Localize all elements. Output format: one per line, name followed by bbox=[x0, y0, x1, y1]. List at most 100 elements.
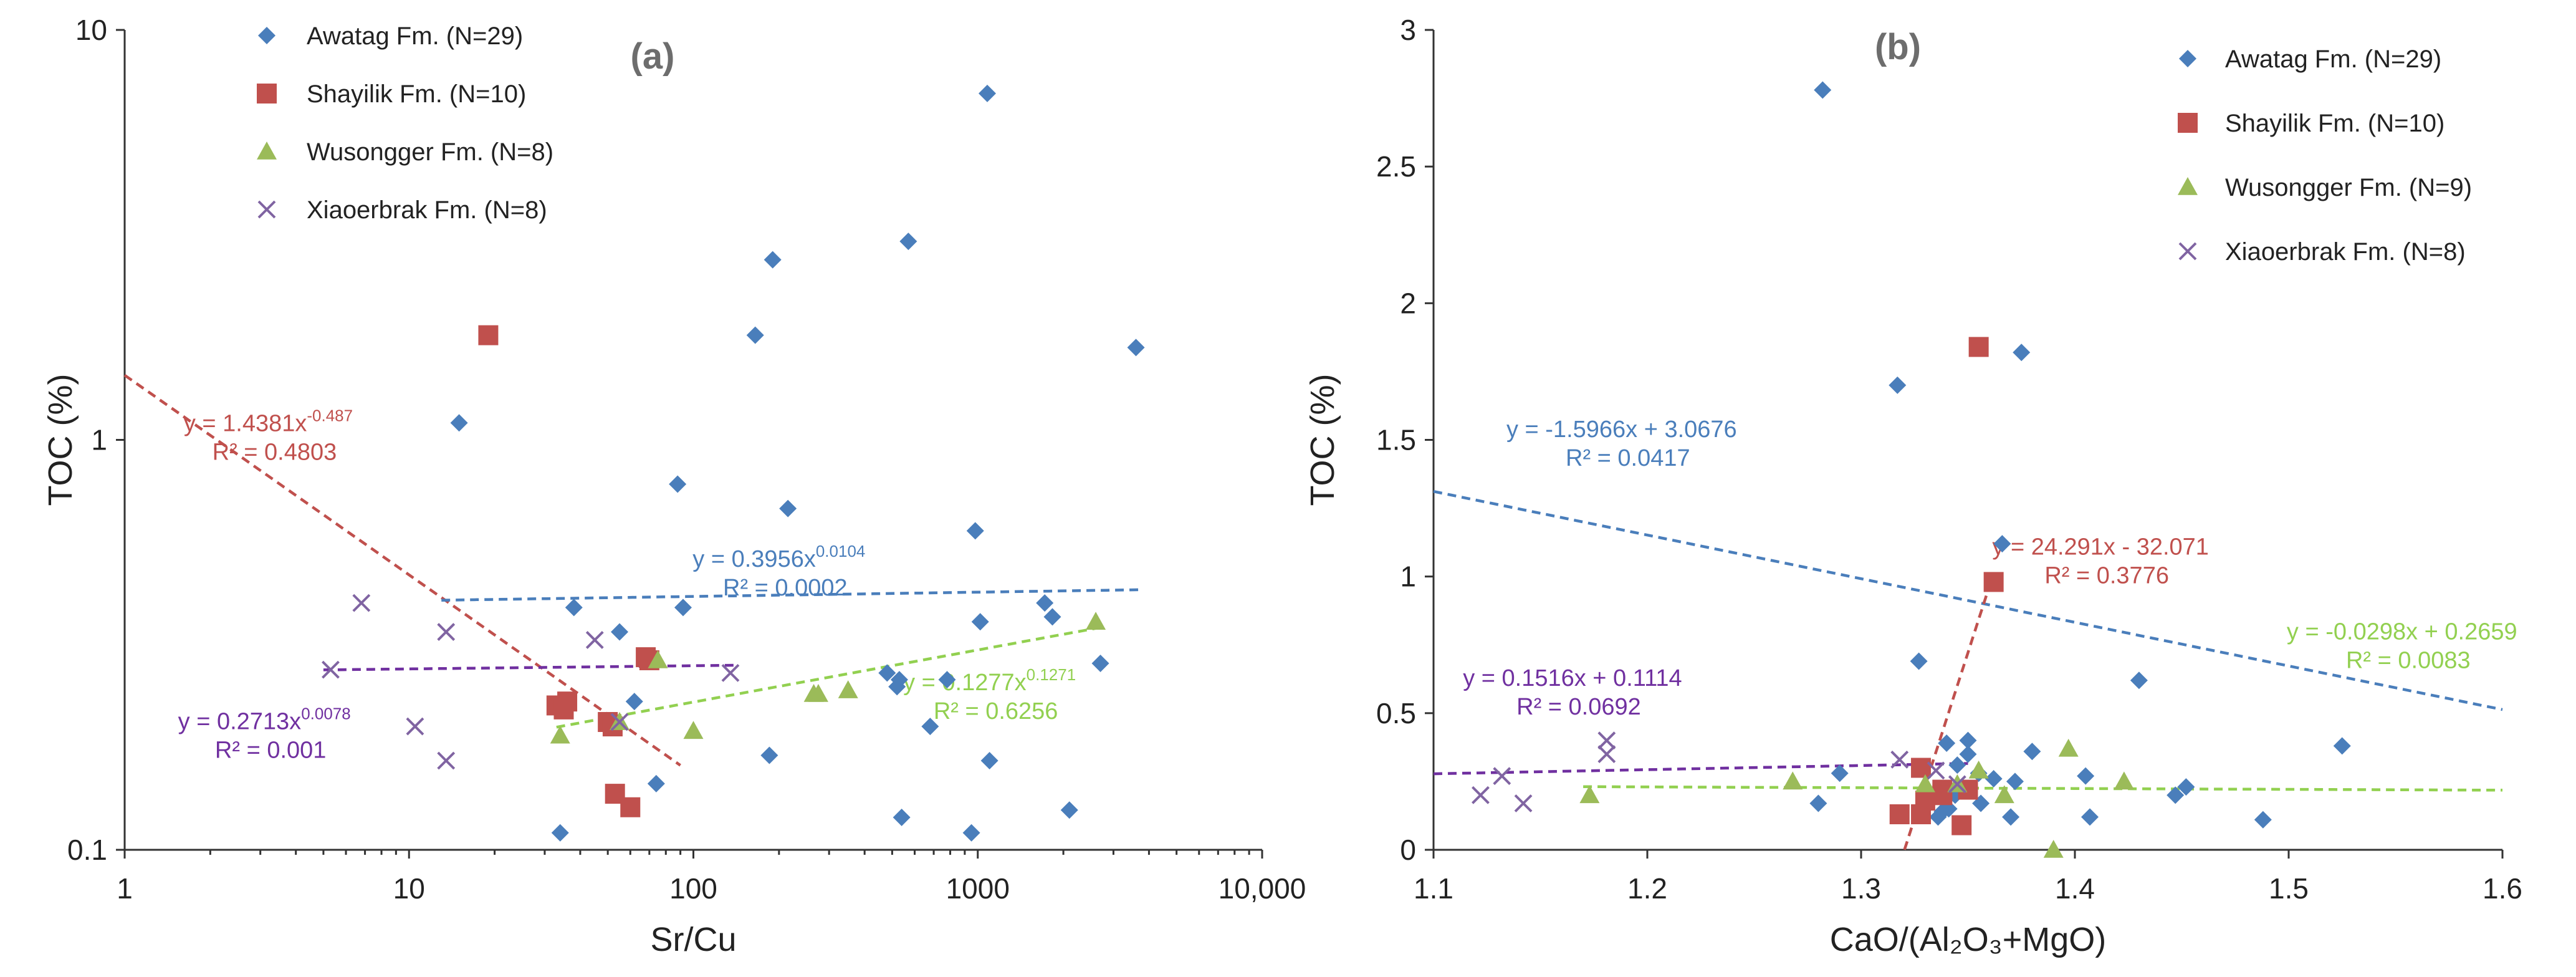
trendline-wusongger bbox=[556, 626, 1101, 729]
y-tick-label: 2 bbox=[1400, 287, 1416, 319]
legend-marker-awatag bbox=[2179, 50, 2196, 67]
point-shayilik bbox=[553, 699, 574, 720]
trend-equation-exponent: 0.1271 bbox=[1027, 665, 1076, 684]
legend-marker-xiaoerbrak bbox=[257, 200, 276, 219]
trendline-awatag bbox=[1433, 489, 2503, 711]
point-shayilik bbox=[1911, 758, 1932, 778]
point-awatag bbox=[669, 475, 687, 493]
trend-equation-base: y = 0.1516x + 0.1114 bbox=[1463, 665, 1682, 691]
point-awatag bbox=[1060, 801, 1078, 819]
trend-equation-base: y = 0.2713x bbox=[178, 708, 302, 734]
x-tick-label: 10 bbox=[393, 872, 425, 905]
point-awatag bbox=[551, 824, 569, 842]
point-awatag bbox=[1959, 745, 1977, 763]
point-awatag bbox=[2023, 743, 2041, 761]
legend-label-shayilik: Shayilik Fm. (N=10) bbox=[307, 80, 526, 108]
x-axis-label: Sr/Cu bbox=[650, 921, 736, 958]
legend-label-wusongger: Wusongger Fm. (N=9) bbox=[2225, 174, 2472, 201]
point-wusongger bbox=[838, 680, 858, 698]
point-awatag bbox=[893, 808, 911, 826]
trend-r2-xiaoerbrak: R² = 0.001 bbox=[215, 737, 327, 763]
x-tick-label: 1000 bbox=[946, 872, 1010, 905]
trend-r2-xiaoerbrak: R² = 0.0692 bbox=[1516, 694, 1641, 720]
point-awatag bbox=[2254, 811, 2272, 829]
x-tick-label: 1.6 bbox=[2483, 872, 2522, 905]
point-awatag bbox=[565, 599, 583, 617]
x-tick-label: 10,000 bbox=[1219, 872, 1306, 905]
point-awatag bbox=[1993, 535, 2011, 553]
trend-equation-xiaoerbrak: y = 0.2713x0.0078 bbox=[178, 704, 351, 734]
trendline-shayilik bbox=[123, 373, 681, 767]
point-awatag bbox=[2333, 737, 2351, 755]
y-tick-label: 0.5 bbox=[1376, 697, 1416, 729]
y-tick-label: 3 bbox=[1400, 14, 1416, 46]
point-shayilik bbox=[620, 797, 641, 817]
y-tick-label: 2.5 bbox=[1376, 150, 1416, 183]
trendline-xiaoerbrak bbox=[323, 663, 735, 671]
point-xiaoerbrak bbox=[1472, 786, 1490, 804]
point-xiaoerbrak bbox=[585, 631, 604, 649]
point-shayilik bbox=[1983, 572, 2004, 592]
y-tick-label: 0.1 bbox=[67, 834, 107, 866]
point-awatag bbox=[2167, 786, 2185, 804]
point-awatag bbox=[1948, 756, 1966, 774]
trendline-awatag bbox=[441, 588, 1143, 602]
point-xiaoerbrak bbox=[437, 751, 456, 770]
point-awatag bbox=[1809, 794, 1827, 812]
point-awatag bbox=[764, 251, 782, 269]
point-wusongger bbox=[683, 721, 704, 739]
point-awatag bbox=[980, 752, 998, 770]
point-awatag bbox=[2013, 344, 2031, 362]
chart-b: 1.1 1.2 1.3 1.4 1.5 1.6 0 0.5 1 1.5 2 2.5 3 CaO/(Al₂O… bbox=[1304, 14, 2522, 958]
point-wusongger bbox=[808, 684, 828, 702]
point-xiaoerbrak bbox=[721, 663, 740, 682]
trend-r2-awatag: R² = 0.0417 bbox=[1566, 445, 1690, 471]
trend-r2-wusongger: R² = 0.0083 bbox=[2346, 647, 2471, 673]
point-awatag bbox=[1091, 654, 1109, 672]
point-awatag bbox=[625, 693, 643, 711]
point-awatag bbox=[647, 774, 665, 792]
y-tick-label: 1 bbox=[1400, 561, 1416, 593]
trend-equation-exponent: -0.487 bbox=[307, 407, 353, 425]
legend-label-awatag: Awatag Fm. (N=29) bbox=[2225, 46, 2441, 73]
point-awatag bbox=[611, 623, 629, 641]
point-awatag bbox=[450, 414, 468, 432]
trend-equation-exponent: 0.0104 bbox=[816, 542, 866, 561]
x-tick-label: 1.1 bbox=[1414, 872, 1453, 905]
point-awatag bbox=[1036, 594, 1054, 612]
point-awatag bbox=[1938, 734, 1956, 753]
legend-marker-wusongger bbox=[257, 142, 277, 160]
point-awatag bbox=[1910, 652, 1928, 670]
trend-equation-base: y = 0.1277x bbox=[903, 670, 1027, 696]
point-awatag bbox=[1127, 339, 1145, 357]
point-xiaoerbrak bbox=[322, 660, 340, 679]
legend-label-xiaoerbrak: Xiaoerbrak Fm. (N=8) bbox=[2225, 238, 2466, 266]
point-shayilik bbox=[478, 325, 499, 345]
point-awatag bbox=[2006, 772, 2024, 791]
point-wusongger bbox=[1994, 785, 2014, 804]
legend-label-shayilik: Shayilik Fm. (N=10) bbox=[2225, 110, 2444, 137]
chart-a: 1 10 100 1000 10,000 0.1 1 10 Sr/Cu TOC (%) (a) y =… bbox=[42, 14, 1306, 958]
point-awatag bbox=[1814, 81, 1832, 99]
point-awatag bbox=[890, 671, 908, 689]
point-shayilik bbox=[1968, 337, 1989, 357]
panel-label: (b) bbox=[1875, 27, 1921, 67]
trend-equation-base: y = 24.291x - 32.071 bbox=[1992, 534, 2209, 561]
trend-equation-base: y = -0.0298x + 0.2659 bbox=[2287, 618, 2517, 645]
y-tick-label: 10 bbox=[75, 14, 107, 46]
point-wusongger bbox=[550, 725, 570, 744]
point-shayilik bbox=[1889, 804, 1910, 825]
trend-equation-shayilik: y = 1.4381x-0.487 bbox=[184, 407, 353, 437]
point-awatag bbox=[746, 326, 764, 344]
point-awatag bbox=[966, 522, 984, 540]
trend-equation-wusongger: y = -0.0298x + 0.2659 bbox=[2287, 618, 2517, 645]
point-awatag bbox=[878, 664, 896, 682]
point-awatag bbox=[1933, 802, 1951, 821]
y-tick-label: 0 bbox=[1400, 834, 1416, 866]
trend-equation-xiaoerbrak: y = 0.1516x + 0.1114 bbox=[1463, 665, 1682, 691]
point-awatag bbox=[674, 599, 692, 617]
y-axis-label: TOC (%) bbox=[42, 374, 79, 506]
point-awatag bbox=[962, 824, 980, 842]
point-xiaoerbrak bbox=[437, 623, 456, 641]
trendline-wusongger bbox=[1583, 785, 2502, 792]
